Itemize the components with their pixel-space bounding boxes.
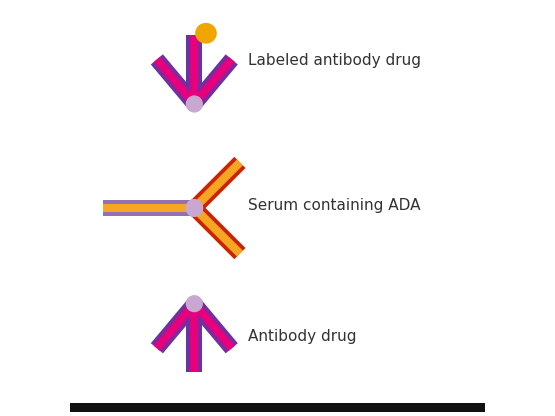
- Circle shape: [186, 200, 203, 216]
- Polygon shape: [191, 159, 243, 211]
- Polygon shape: [188, 54, 238, 109]
- Text: Serum containing ADA: Serum containing ADA: [249, 198, 421, 213]
- Text: Antibody drug: Antibody drug: [249, 329, 357, 344]
- Circle shape: [186, 296, 202, 312]
- Polygon shape: [151, 54, 200, 109]
- Polygon shape: [189, 203, 245, 259]
- Polygon shape: [151, 299, 200, 353]
- Polygon shape: [189, 157, 245, 213]
- Polygon shape: [190, 35, 199, 104]
- Polygon shape: [154, 301, 198, 351]
- Polygon shape: [186, 35, 202, 104]
- Polygon shape: [188, 299, 238, 353]
- Polygon shape: [154, 57, 198, 106]
- Bar: [69, 403, 486, 412]
- Circle shape: [186, 96, 202, 112]
- Polygon shape: [186, 304, 202, 372]
- Polygon shape: [190, 304, 199, 372]
- Ellipse shape: [195, 23, 217, 44]
- Polygon shape: [191, 57, 235, 106]
- Text: Labeled antibody drug: Labeled antibody drug: [249, 53, 421, 68]
- Polygon shape: [191, 205, 243, 257]
- Polygon shape: [103, 200, 194, 216]
- Polygon shape: [103, 204, 194, 212]
- Polygon shape: [191, 301, 235, 351]
